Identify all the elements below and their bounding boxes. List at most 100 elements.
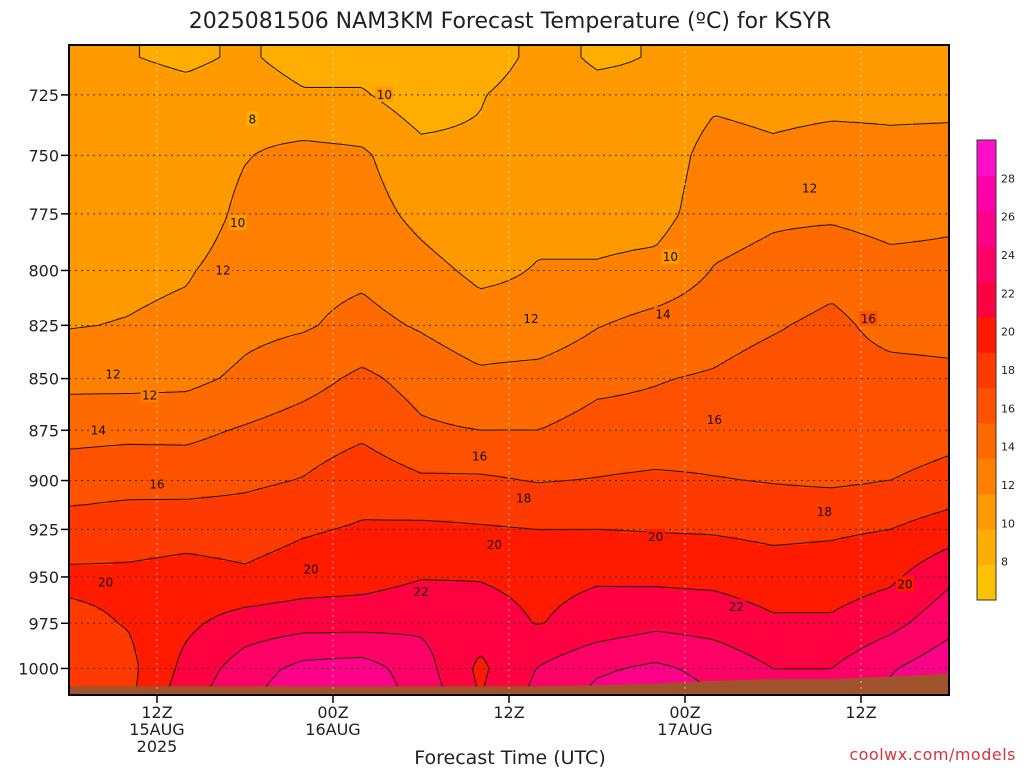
colorbar-label: 22: [1001, 287, 1015, 300]
colorbar-swatch: [977, 316, 996, 353]
contour-label: 12: [104, 366, 122, 382]
temperature-band: [69, 45, 949, 330]
y-tick-label: 950: [28, 568, 59, 587]
contour-label-text: 16: [472, 450, 487, 464]
contour-label-text: 22: [729, 600, 744, 614]
colorbar-swatch: [977, 140, 996, 176]
isotherm-18: [69, 443, 949, 507]
temperature-band: [69, 223, 949, 448]
contour-label: 18: [514, 490, 533, 506]
contour-label: 12: [800, 180, 819, 196]
colorbar-label: 20: [1001, 326, 1015, 339]
contour-label-text: 16: [707, 413, 722, 427]
colorbar-swatch: [977, 493, 996, 530]
contour-label: 16: [148, 476, 166, 492]
colorbar: 8 10 12 14 16 18 20 22 24 26 28: [976, 139, 1015, 601]
y-tick-label: 750: [28, 146, 59, 165]
colorbar-swatch: [977, 458, 996, 495]
contour-label: 20: [896, 576, 914, 592]
y-tick-label: 925: [28, 520, 59, 539]
x-tick-label: 2025: [137, 737, 178, 756]
y-tick-label: 900: [28, 472, 59, 491]
colorbar-label: 16: [1001, 402, 1015, 415]
contour-label-text: 14: [655, 308, 670, 322]
contour-label-text: 8: [249, 112, 257, 126]
contour-label-text: 10: [230, 216, 245, 230]
y-tick-label: 725: [28, 86, 59, 105]
x-tick-label: 12Z: [845, 703, 876, 722]
contour-label: 8: [246, 111, 258, 127]
gridlines: [69, 45, 949, 695]
colorbar-label: 12: [1001, 479, 1015, 492]
isotherm-22: [166, 547, 949, 695]
contour-label-text: 20: [98, 576, 113, 590]
temperature-band: [69, 508, 949, 695]
isotherm-14: [69, 224, 949, 395]
x-tick-label: 12Z: [141, 703, 172, 722]
contour-label-text: 12: [523, 312, 538, 326]
contour-label: 14: [654, 306, 672, 322]
colorbar-swatch: [977, 175, 996, 212]
contour-label-text: 20: [897, 577, 912, 591]
contour-label-text: 12: [142, 388, 157, 402]
colorbar-label: 28: [1001, 172, 1015, 185]
colorbar-swatch: [977, 529, 996, 566]
isotherm-10: [138, 45, 642, 135]
colorbar-swatch: [977, 281, 996, 318]
contour-label-text: 12: [215, 263, 230, 277]
colorbar-label: 14: [1001, 441, 1015, 454]
colorbar-label: 8: [1001, 556, 1008, 569]
credit-text: coolwx.com/models: [849, 745, 1016, 764]
temperature-band: [69, 305, 949, 509]
x-tick-label: 16AUG: [305, 720, 360, 739]
x-tick-label: 17AUG: [657, 720, 712, 739]
y-axis: 725 750 775 800 825 850 875 900 925 950 975 1000: [18, 86, 69, 678]
chart-title: 2025081506 NAM3KM Forecast Temperature (…: [189, 9, 832, 34]
x-axis-title: Forecast Time (UTC): [414, 747, 605, 768]
colorbar-swatch: [977, 210, 996, 247]
contour-label-text: 20: [648, 530, 663, 544]
contour-label: 22: [412, 583, 430, 599]
contour-label: 18: [815, 503, 834, 519]
colorbar-swatch: [977, 564, 996, 601]
contour-label-text: 14: [91, 423, 106, 437]
colorbar-label: 24: [1001, 249, 1015, 262]
colorbar-swatch: [977, 387, 996, 424]
contour-label: 16: [470, 448, 489, 464]
isotherm-contours: [69, 45, 949, 695]
temperature-band: [69, 443, 949, 695]
temperature-band: [169, 548, 949, 695]
contour-label-text: 12: [105, 367, 120, 381]
isotherm-16: [69, 303, 949, 450]
colorbar-frame: [976, 139, 997, 601]
contour-label: 20: [96, 574, 115, 590]
contour-label-text: 10: [377, 88, 392, 102]
contour-label-text: 20: [303, 562, 318, 576]
contour-label: 20: [646, 529, 665, 545]
y-tick-label: 1000: [18, 659, 59, 678]
contour-label: 14: [89, 422, 108, 438]
contour-label: 20: [302, 561, 320, 577]
colorbar-label: 10: [1001, 517, 1015, 530]
ground-fill: [69, 673, 949, 695]
y-tick-label: 875: [28, 421, 59, 440]
colorbar-label: 26: [1001, 211, 1015, 224]
isotherm-12: [69, 115, 949, 330]
contour-label-text: 22: [413, 585, 428, 599]
contour-label: 20: [485, 536, 504, 552]
colorbar-swatch: [977, 423, 996, 459]
contour-labels: 8 10 10 10 12 12 12 12 12 14 14 16 16 16 16 18 18 20 20 20 2…: [89, 86, 914, 614]
contour-label: 10: [661, 249, 680, 265]
y-tick-label: 850: [28, 370, 59, 389]
contour-label-text: 16: [149, 477, 164, 491]
contour-label: 12: [140, 387, 159, 403]
temperature-field: [69, 45, 949, 695]
contour-label-text: 12: [802, 181, 817, 195]
contour-label-text: 18: [516, 491, 531, 505]
contour-label-text: 16: [861, 312, 876, 326]
y-tick-label: 975: [28, 614, 59, 633]
isotherm-20: [69, 508, 949, 695]
contour-label: 12: [214, 262, 232, 278]
